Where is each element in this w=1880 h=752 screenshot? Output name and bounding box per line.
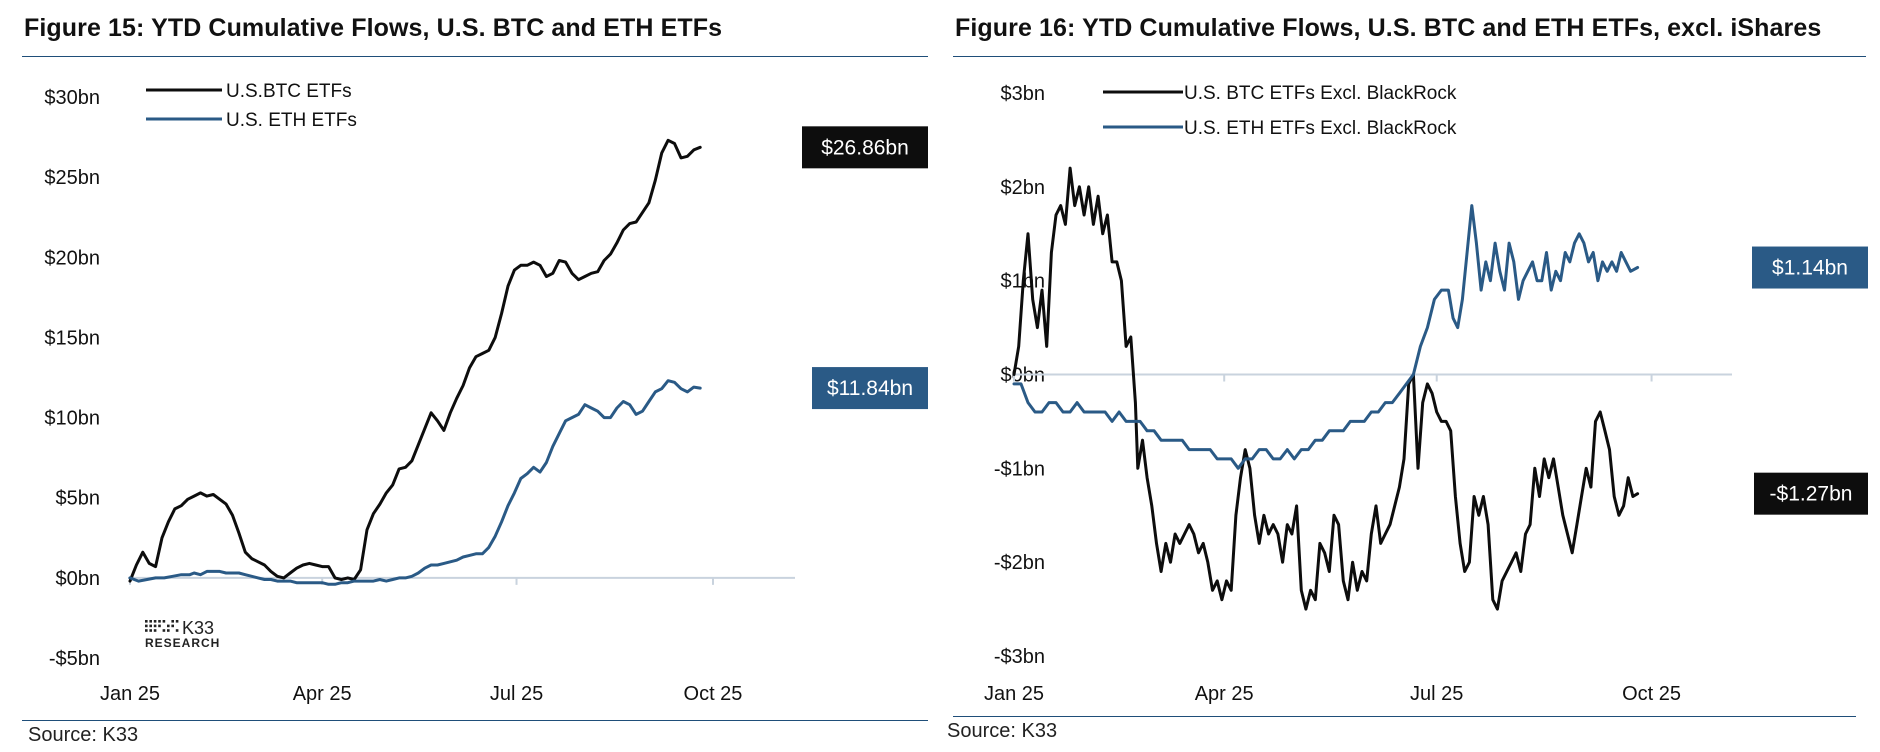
- logo-subtitle: RESEARCH: [145, 636, 220, 650]
- source-note: Source: K33: [28, 724, 139, 746]
- y-tick-label: $30bn: [44, 87, 100, 109]
- u-s-btc-etfs-excl-blackrock-line: [1012, 166, 1640, 611]
- x-tick-label: Oct 25: [1622, 683, 1681, 705]
- u-s-eth-etfs-excl-blackrock-end-value: $1.14bn: [1772, 257, 1848, 280]
- source-divider: [22, 720, 928, 721]
- x-tick-label: Jul 25: [490, 683, 543, 705]
- figure-15-chart: $30bn $25bn $20bn $15bn $10bn $5bn $0bn -$5bn J…: [44, 81, 928, 705]
- figure-15-title: Figure 15: YTD Cumulative Flows, U.S. BT…: [24, 14, 723, 42]
- u-s-eth-etfs-excl-blackrock-line: [1012, 204, 1640, 470]
- figure-16-title: Figure 16: YTD Cumulative Flows, U.S. BT…: [955, 14, 1822, 42]
- y-tick-label: $2bn: [1001, 177, 1046, 199]
- title-divider: [22, 56, 928, 57]
- x-tick-label: Jan 25: [100, 683, 160, 705]
- x-tick-label: Jan 25: [984, 683, 1044, 705]
- u-s-eth-etfs-end-callout: [812, 367, 928, 410]
- y-tick-label: -$1bn: [994, 458, 1045, 480]
- y-tick-label: -$2bn: [994, 552, 1045, 574]
- u-s-btc-etfs-excl-blackrock-end-callout: [1754, 472, 1868, 515]
- figure-16-chart: $3bn$2bn$1bn$0bn-$1bn-$2bn-$3bn Jan 25 Ap…: [984, 83, 1868, 705]
- x-tick-label: Apr 25: [1195, 683, 1254, 705]
- u-s-eth-etfs-excl-blackrock-legend-label: U.S. ETH ETFs Excl. BlackRock: [1184, 118, 1457, 139]
- u-s-eth-etfs-end-value: $11.84bn: [827, 377, 913, 400]
- y-tick-label: $20bn: [44, 247, 100, 269]
- title-divider: [953, 56, 1866, 57]
- u-s-btc-etfs-end-callout: [802, 126, 928, 169]
- k33-logo-dots-icon: [145, 620, 179, 632]
- y-tick-label: $5bn: [56, 488, 101, 510]
- u-s-btc-etfs-excl-blackrock-end-value: -$1.27bn: [1770, 483, 1853, 506]
- y-tick-label: $3bn: [1001, 83, 1046, 105]
- figure-16-panel: Figure 16: YTD Cumulative Flows, U.S. BT…: [940, 0, 1880, 752]
- u-s-eth-etfs-legend-label: U.S. ETH ETFs: [226, 110, 357, 131]
- x-tick-label: Apr 25: [293, 683, 352, 705]
- x-tick-label: Jul 25: [1410, 683, 1463, 705]
- u-s-eth-etfs-excl-blackrock-end-callout: [1752, 246, 1868, 289]
- logo-brand: K33: [182, 618, 214, 638]
- u-s-btc-etfs-end-value: $26.86bn: [821, 136, 909, 159]
- y-tick-label: $0bn: [56, 568, 101, 590]
- y-tick-label: $25bn: [44, 167, 100, 189]
- figure-15-panel: Figure 15: YTD Cumulative Flows, U.S. BT…: [22, 14, 928, 746]
- x-tick-label: Oct 25: [684, 683, 743, 705]
- y-tick-label: $15bn: [44, 327, 100, 349]
- u-s-btc-etfs-excl-blackrock-legend-label: U.S. BTC ETFs Excl. BlackRock: [1184, 83, 1457, 104]
- source-divider: [953, 716, 1856, 717]
- u-s-eth-etfs-line: [128, 379, 702, 586]
- y-tick-label: -$5bn: [49, 648, 100, 670]
- k33-research-logo: K33 RESEARCH: [145, 618, 220, 650]
- y-tick-label: $10bn: [44, 408, 100, 430]
- u-s-btc-etfs-line: [128, 138, 702, 583]
- y-tick-label: -$3bn: [994, 646, 1045, 668]
- source-note: Source: K33: [947, 720, 1058, 742]
- u-s-btc-etfs-legend-label: U.S.BTC ETFs: [226, 81, 352, 102]
